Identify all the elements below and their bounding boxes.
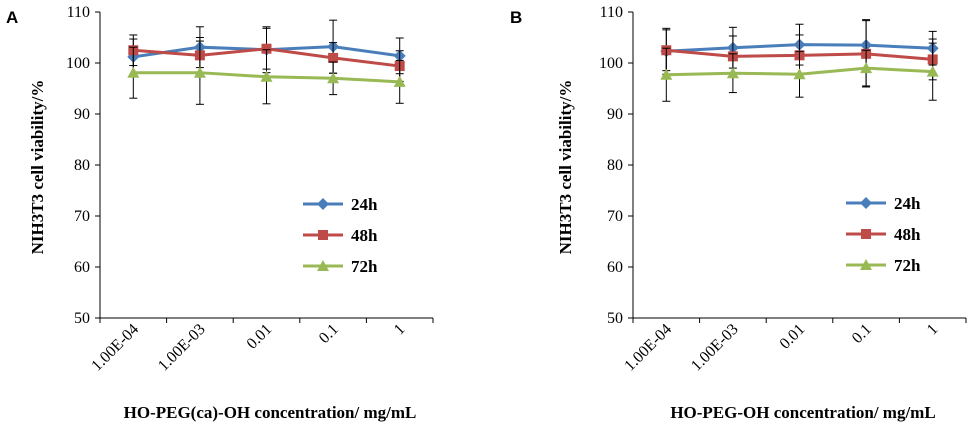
panel-b-series-72h-point — [726, 67, 739, 79]
panel-a-x-axis-label: HO-PEG(ca)-OH concentration/ mg/mL — [124, 403, 417, 422]
panel-b-y-tick-label: 110 — [600, 4, 623, 21]
panel-b-legend-swatch-marker — [860, 197, 872, 209]
panel-a-legend-entry-24h: 24h — [303, 195, 378, 214]
panel-a-legend-swatch-marker — [317, 260, 329, 271]
panel-b-y-ticks: 50 60 70 80 90 100 110 — [599, 4, 633, 327]
panel-b-x-ticks: 1.00E-04 1.00E-03 0.01 0.1 1 — [621, 318, 967, 375]
panel-b-series-72h — [660, 42, 939, 102]
panel-a-legend-entry-48h: 48h — [303, 226, 378, 245]
panel-b: B NIH3T3 cell viability/% HO-PEG-OH conc… — [510, 4, 967, 422]
panel-a-y-axis-label: NIH3T3 cell viability/% — [28, 80, 47, 255]
panel-b-x-tick-label: 0.01 — [777, 321, 809, 353]
panel-b-y-tick-label: 70 — [607, 208, 623, 225]
panel-b-series-72h-point — [793, 68, 806, 80]
panel-b-legend-swatch-marker — [861, 229, 871, 239]
panel-b-legend-swatch-marker — [860, 259, 872, 270]
panel-a-axes — [99, 12, 433, 319]
panel-b-legend-entry-24h: 24h — [846, 194, 921, 213]
panel-b-legend-label: 48h — [894, 225, 921, 244]
panel-b-plot-area — [660, 19, 939, 102]
panel-a-series-72h-point — [127, 66, 140, 78]
panel-b-y-tick-label: 50 — [607, 310, 623, 327]
panel-a-plot-area — [127, 19, 406, 105]
panel-a-x-tick-label: 1.00E-04 — [88, 321, 142, 375]
panel-b-x-tick-label: 1.00E-04 — [621, 321, 675, 375]
panel-b-letter: B — [510, 8, 522, 27]
panel-a-y-tick-label: 60 — [74, 259, 90, 276]
panel-b-y-tick-label: 60 — [607, 259, 623, 276]
panel-b-y-axis-label: NIH3T3 cell viability/% — [556, 80, 575, 255]
panel-a-x-tick-label: 1 — [391, 321, 409, 339]
panel-a-series-72h-point — [260, 70, 273, 82]
panel-a-legend-label: 48h — [351, 226, 378, 245]
panel-b-y-tick-label: 80 — [607, 157, 623, 174]
panel-b-y-tick-label: 90 — [607, 106, 623, 123]
panel-b-legend-label: 24h — [894, 194, 921, 213]
panel-a-series-72h-point — [193, 66, 206, 78]
panel-a-series-72h-point — [327, 72, 340, 84]
panel-a-legend-label: 72h — [351, 257, 378, 276]
panel-a-letter: A — [6, 8, 18, 27]
panel-b-legend-entry-48h: 48h — [846, 225, 921, 244]
panel-a-series-48h-point — [328, 52, 339, 63]
panel-a-legend-entry-72h: 72h — [303, 257, 378, 276]
panel-a-x-tick-label: 1.00E-03 — [155, 321, 209, 375]
panel-a-y-ticks: 50 60 70 80 90 100 110 — [66, 4, 100, 327]
panel-a-x-ticks: 1.00E-04 1.00E-03 0.01 0.1 1 — [88, 318, 434, 375]
panel-a-x-tick-label: 0.1 — [316, 321, 342, 347]
panel-b-axes — [632, 12, 966, 319]
panel-b-x-tick-label: 1.00E-03 — [688, 321, 742, 375]
panel-b-series-72h-point — [660, 68, 673, 80]
panel-a-series-72h — [127, 40, 406, 105]
panel-a-y-tick-label: 70 — [74, 208, 90, 225]
panel-b-y-tick-label: 100 — [599, 55, 623, 72]
panel-a-series-72h-point — [393, 75, 406, 87]
panel-a: A NIH3T3 cell viability/% HO-PEG(ca)-OH … — [6, 4, 434, 422]
panel-a-x-tick-label: 0.01 — [244, 321, 276, 353]
panel-a-y-tick-label: 80 — [74, 157, 90, 174]
panel-a-legend-label: 24h — [351, 195, 378, 214]
panel-a-y-tick-label: 50 — [74, 310, 90, 327]
panel-b-series-72h-point — [860, 62, 873, 74]
panel-a-series-48h-point — [261, 43, 272, 54]
panel-b-series-72h-point — [926, 65, 939, 77]
panel-b-legend-label: 72h — [894, 256, 921, 275]
panel-a-y-tick-label: 90 — [74, 106, 90, 123]
panel-a-y-tick-label: 100 — [66, 55, 90, 72]
panel-b-legend: 24h 48h 72h — [846, 194, 921, 275]
panel-b-x-tick-label: 1 — [924, 321, 942, 339]
panel-b-x-tick-label: 0.1 — [849, 321, 875, 347]
panel-a-legend: 24h 48h 72h — [303, 195, 378, 276]
panel-a-y-tick-label: 110 — [67, 4, 90, 21]
panel-a-legend-swatch-marker — [318, 230, 328, 240]
panel-b-x-axis-label: HO-PEG-OH concentration/ mg/mL — [670, 403, 935, 422]
panel-b-legend-entry-72h: 72h — [846, 256, 921, 275]
panel-a-legend-swatch-marker — [317, 198, 329, 210]
